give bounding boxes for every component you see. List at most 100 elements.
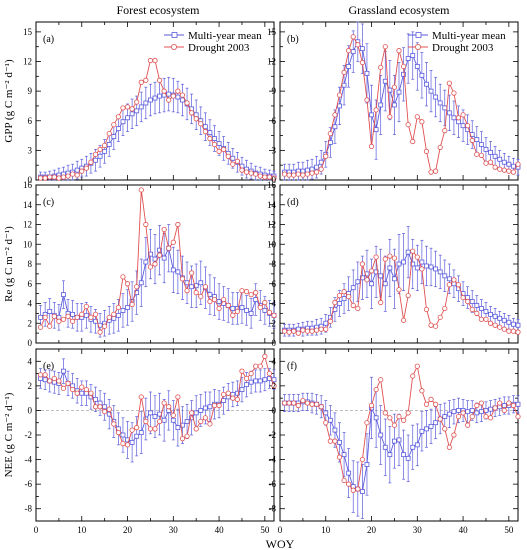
data-point <box>405 249 411 255</box>
data-point <box>378 377 384 383</box>
data-point <box>460 410 466 416</box>
data-point <box>359 275 365 281</box>
y-tick-label: -4 <box>269 455 277 465</box>
y-tick-label: 2 <box>272 381 277 391</box>
data-point <box>428 322 434 328</box>
data-point <box>189 410 195 416</box>
y-tick-label: 8 <box>272 259 277 269</box>
data-point <box>243 375 250 382</box>
data-point <box>295 171 301 177</box>
data-point <box>221 391 227 398</box>
data-point <box>401 71 406 77</box>
data-point <box>225 390 231 396</box>
data-point <box>501 159 507 165</box>
series-drought-2003 <box>37 57 277 181</box>
data-point <box>478 142 484 147</box>
data-point <box>161 417 167 423</box>
data-point <box>515 322 521 328</box>
data-point <box>323 320 329 326</box>
data-point <box>111 122 117 128</box>
data-point <box>423 306 430 313</box>
data-point <box>469 408 475 413</box>
data-point <box>327 318 333 324</box>
data-point <box>341 296 347 301</box>
data-point <box>478 400 484 406</box>
data-point <box>314 327 320 333</box>
data-point <box>148 97 153 103</box>
data-point <box>234 396 240 402</box>
series-drought-2003 <box>281 248 521 336</box>
data-point <box>510 402 517 409</box>
data-point <box>60 316 67 322</box>
y-tick-label: 14 <box>267 200 277 210</box>
y-tick-label: -6 <box>269 479 277 489</box>
data-point <box>506 400 512 406</box>
x-tick-label: 10 <box>321 525 331 535</box>
data-point <box>391 255 398 261</box>
data-point <box>281 400 288 406</box>
data-point <box>327 417 333 423</box>
data-point <box>469 306 475 313</box>
data-point <box>262 174 268 180</box>
data-point <box>211 402 218 409</box>
data-point <box>180 422 185 428</box>
data-point <box>124 281 131 287</box>
data-point <box>419 72 425 78</box>
data-point <box>170 239 176 245</box>
data-point <box>323 153 329 159</box>
data-point <box>387 265 393 271</box>
data-point <box>253 171 259 177</box>
data-point <box>38 314 43 320</box>
y-tick-label: -8 <box>25 504 33 514</box>
data-point <box>56 175 62 181</box>
data-point <box>506 168 512 174</box>
data-point <box>410 261 416 267</box>
data-point <box>179 436 186 442</box>
data-point <box>442 414 448 419</box>
data-point <box>304 328 311 334</box>
data-point <box>424 426 429 432</box>
data-point <box>262 377 268 383</box>
data-point <box>79 311 85 317</box>
series-line <box>284 401 518 493</box>
data-point <box>359 59 365 66</box>
legend-label: Drought 2003 <box>432 42 494 54</box>
data-point <box>456 408 461 413</box>
data-point <box>83 165 89 171</box>
data-point <box>120 119 126 125</box>
data-point <box>414 254 420 260</box>
data-point <box>180 97 185 103</box>
data-point <box>230 161 236 167</box>
data-point <box>51 313 57 319</box>
data-point <box>248 292 254 298</box>
data-point <box>346 48 352 54</box>
data-point <box>216 299 222 304</box>
data-point <box>42 175 48 181</box>
data-point <box>37 324 44 330</box>
data-point <box>111 421 117 427</box>
data-point <box>428 264 434 270</box>
data-point <box>405 410 411 416</box>
data-point <box>346 481 352 487</box>
data-point <box>74 314 80 320</box>
data-point <box>318 166 324 172</box>
data-point <box>327 438 333 444</box>
data-point <box>207 404 213 410</box>
data-point <box>138 104 144 110</box>
data-point <box>401 259 406 265</box>
data-point <box>474 303 480 308</box>
data-point <box>396 48 402 54</box>
data-point <box>355 305 361 312</box>
y-tick-label: 0 <box>28 338 33 348</box>
data-point <box>446 276 452 282</box>
x-tick-label: 20 <box>367 525 377 535</box>
data-point <box>65 173 71 179</box>
data-point <box>368 268 375 274</box>
data-point <box>446 110 452 116</box>
y-tick-label: 4 <box>272 356 277 366</box>
data-point <box>286 329 292 335</box>
data-point <box>134 425 140 431</box>
y-tick-label: 8 <box>28 259 33 269</box>
data-point <box>510 328 517 334</box>
